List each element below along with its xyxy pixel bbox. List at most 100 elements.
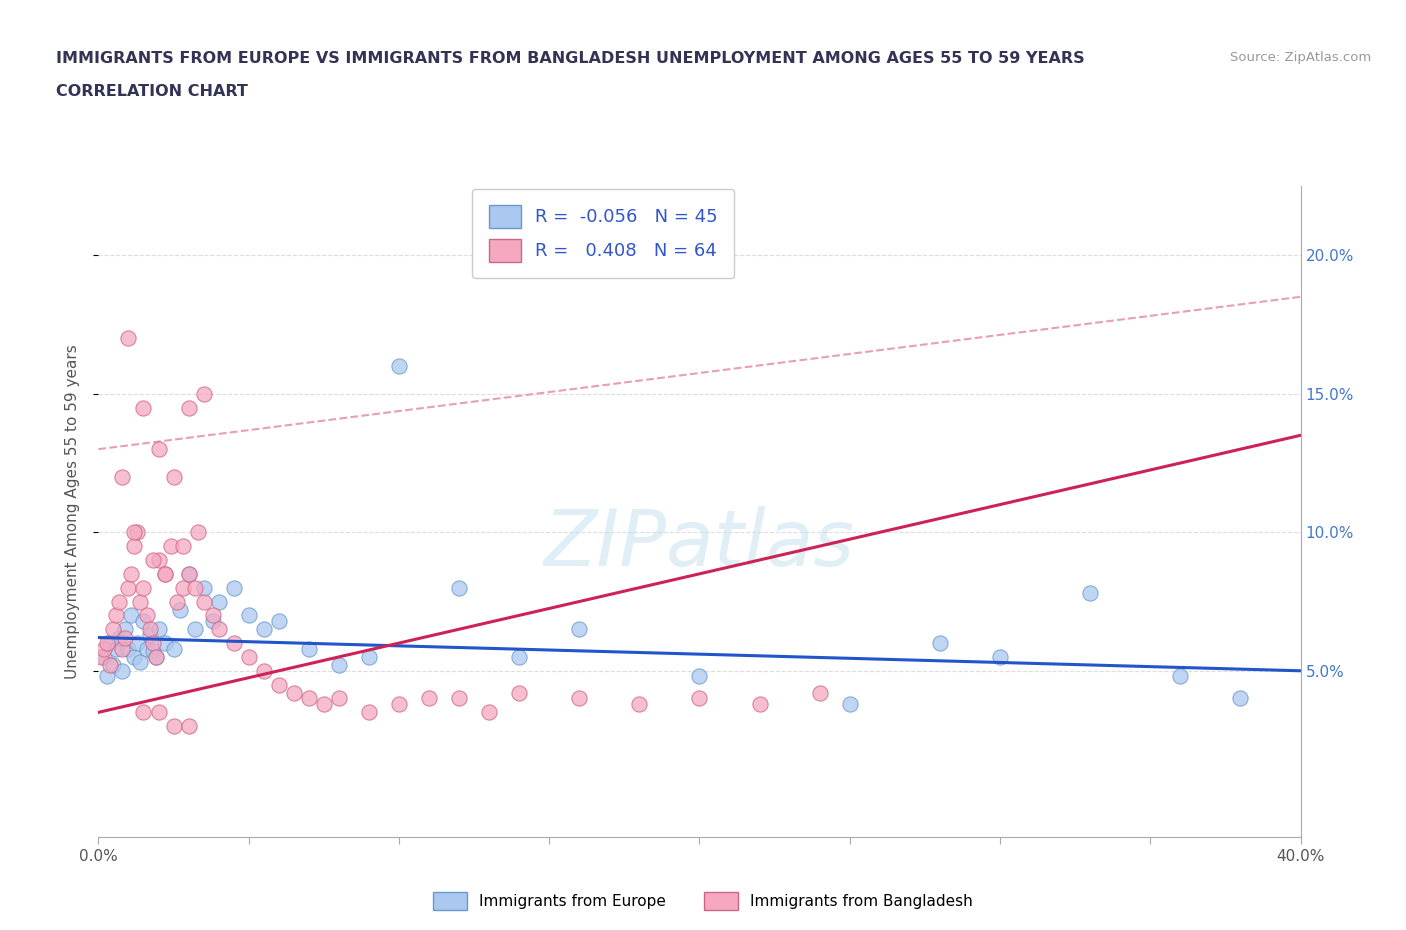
Point: [238, 608, 260, 623]
Point: [357, 649, 380, 664]
Point: [208, 622, 231, 637]
Point: [114, 631, 136, 645]
Point: [267, 677, 290, 692]
Point: [114, 622, 136, 637]
Point: [148, 442, 170, 457]
Text: ZIPatlas: ZIPatlas: [544, 506, 855, 582]
Point: [96, 669, 118, 684]
Point: [138, 622, 160, 637]
Point: [93, 649, 115, 664]
Point: [187, 525, 209, 539]
Point: [100, 635, 122, 650]
Point: [222, 580, 245, 595]
Point: [121, 566, 143, 581]
Point: [298, 641, 321, 656]
Text: IMMIGRANTS FROM EUROPE VS IMMIGRANTS FROM BANGLADESH UNEMPLOYMENT AMONG AGES 55 : IMMIGRANTS FROM EUROPE VS IMMIGRANTS FRO…: [56, 51, 1085, 66]
Point: [132, 614, 155, 629]
Point: [253, 622, 276, 637]
Point: [508, 649, 530, 664]
Point: [138, 628, 160, 643]
Point: [141, 635, 163, 650]
Point: [103, 658, 125, 672]
Point: [689, 691, 711, 706]
Point: [141, 644, 163, 658]
Point: [628, 697, 651, 711]
Point: [124, 649, 146, 664]
Point: [201, 614, 224, 629]
Point: [127, 635, 149, 650]
Y-axis label: Unemployment Among Ages 55 to 59 years: Unemployment Among Ages 55 to 59 years: [65, 344, 80, 679]
Point: [177, 400, 200, 415]
Point: [129, 594, 152, 609]
Text: Source: ZipAtlas.com: Source: ZipAtlas.com: [1230, 51, 1371, 64]
Point: [222, 635, 245, 650]
Point: [1078, 586, 1101, 601]
Point: [238, 649, 260, 664]
Point: [145, 649, 167, 664]
Point: [162, 719, 184, 734]
Point: [124, 525, 146, 539]
Point: [153, 635, 176, 650]
Point: [111, 641, 134, 656]
Point: [108, 594, 131, 609]
Point: [145, 649, 167, 664]
Point: [105, 608, 128, 623]
Point: [208, 594, 231, 609]
Point: [388, 359, 411, 374]
Point: [148, 705, 170, 720]
Point: [177, 719, 200, 734]
Point: [689, 669, 711, 684]
Point: [357, 705, 380, 720]
Point: [166, 594, 188, 609]
Point: [117, 580, 139, 595]
Point: [312, 697, 335, 711]
Point: [172, 580, 194, 595]
Point: [183, 622, 205, 637]
Point: [132, 580, 155, 595]
Point: [108, 631, 131, 645]
Point: [201, 608, 224, 623]
Point: [148, 552, 170, 567]
Point: [193, 386, 215, 401]
Point: [153, 566, 176, 581]
Point: [267, 614, 290, 629]
Point: [105, 641, 128, 656]
Point: [153, 566, 176, 581]
Point: [193, 580, 215, 595]
Point: [159, 538, 181, 553]
Text: CORRELATION CHART: CORRELATION CHART: [56, 84, 247, 99]
Point: [298, 691, 321, 706]
Point: [988, 649, 1011, 664]
Point: [177, 566, 200, 581]
Point: [141, 552, 163, 567]
Point: [388, 697, 411, 711]
Point: [135, 608, 157, 623]
Point: [132, 705, 155, 720]
Point: [127, 525, 149, 539]
Point: [111, 663, 134, 678]
Legend: R =  -0.056   N = 45, R =   0.408   N = 64: R = -0.056 N = 45, R = 0.408 N = 64: [472, 189, 734, 278]
Point: [808, 685, 831, 700]
Point: [568, 691, 591, 706]
Point: [117, 641, 139, 656]
Point: [93, 641, 115, 656]
Point: [162, 470, 184, 485]
Point: [838, 697, 860, 711]
Point: [253, 663, 276, 678]
Point: [177, 566, 200, 581]
Point: [172, 538, 194, 553]
Point: [478, 705, 501, 720]
Point: [568, 622, 591, 637]
Point: [193, 594, 215, 609]
Point: [129, 655, 152, 670]
Point: [121, 608, 143, 623]
Point: [447, 691, 470, 706]
Point: [111, 470, 134, 485]
Point: [124, 538, 146, 553]
Point: [418, 691, 440, 706]
Point: [1229, 691, 1251, 706]
Point: [328, 691, 350, 706]
Point: [748, 697, 770, 711]
Point: [183, 580, 205, 595]
Point: [508, 685, 530, 700]
